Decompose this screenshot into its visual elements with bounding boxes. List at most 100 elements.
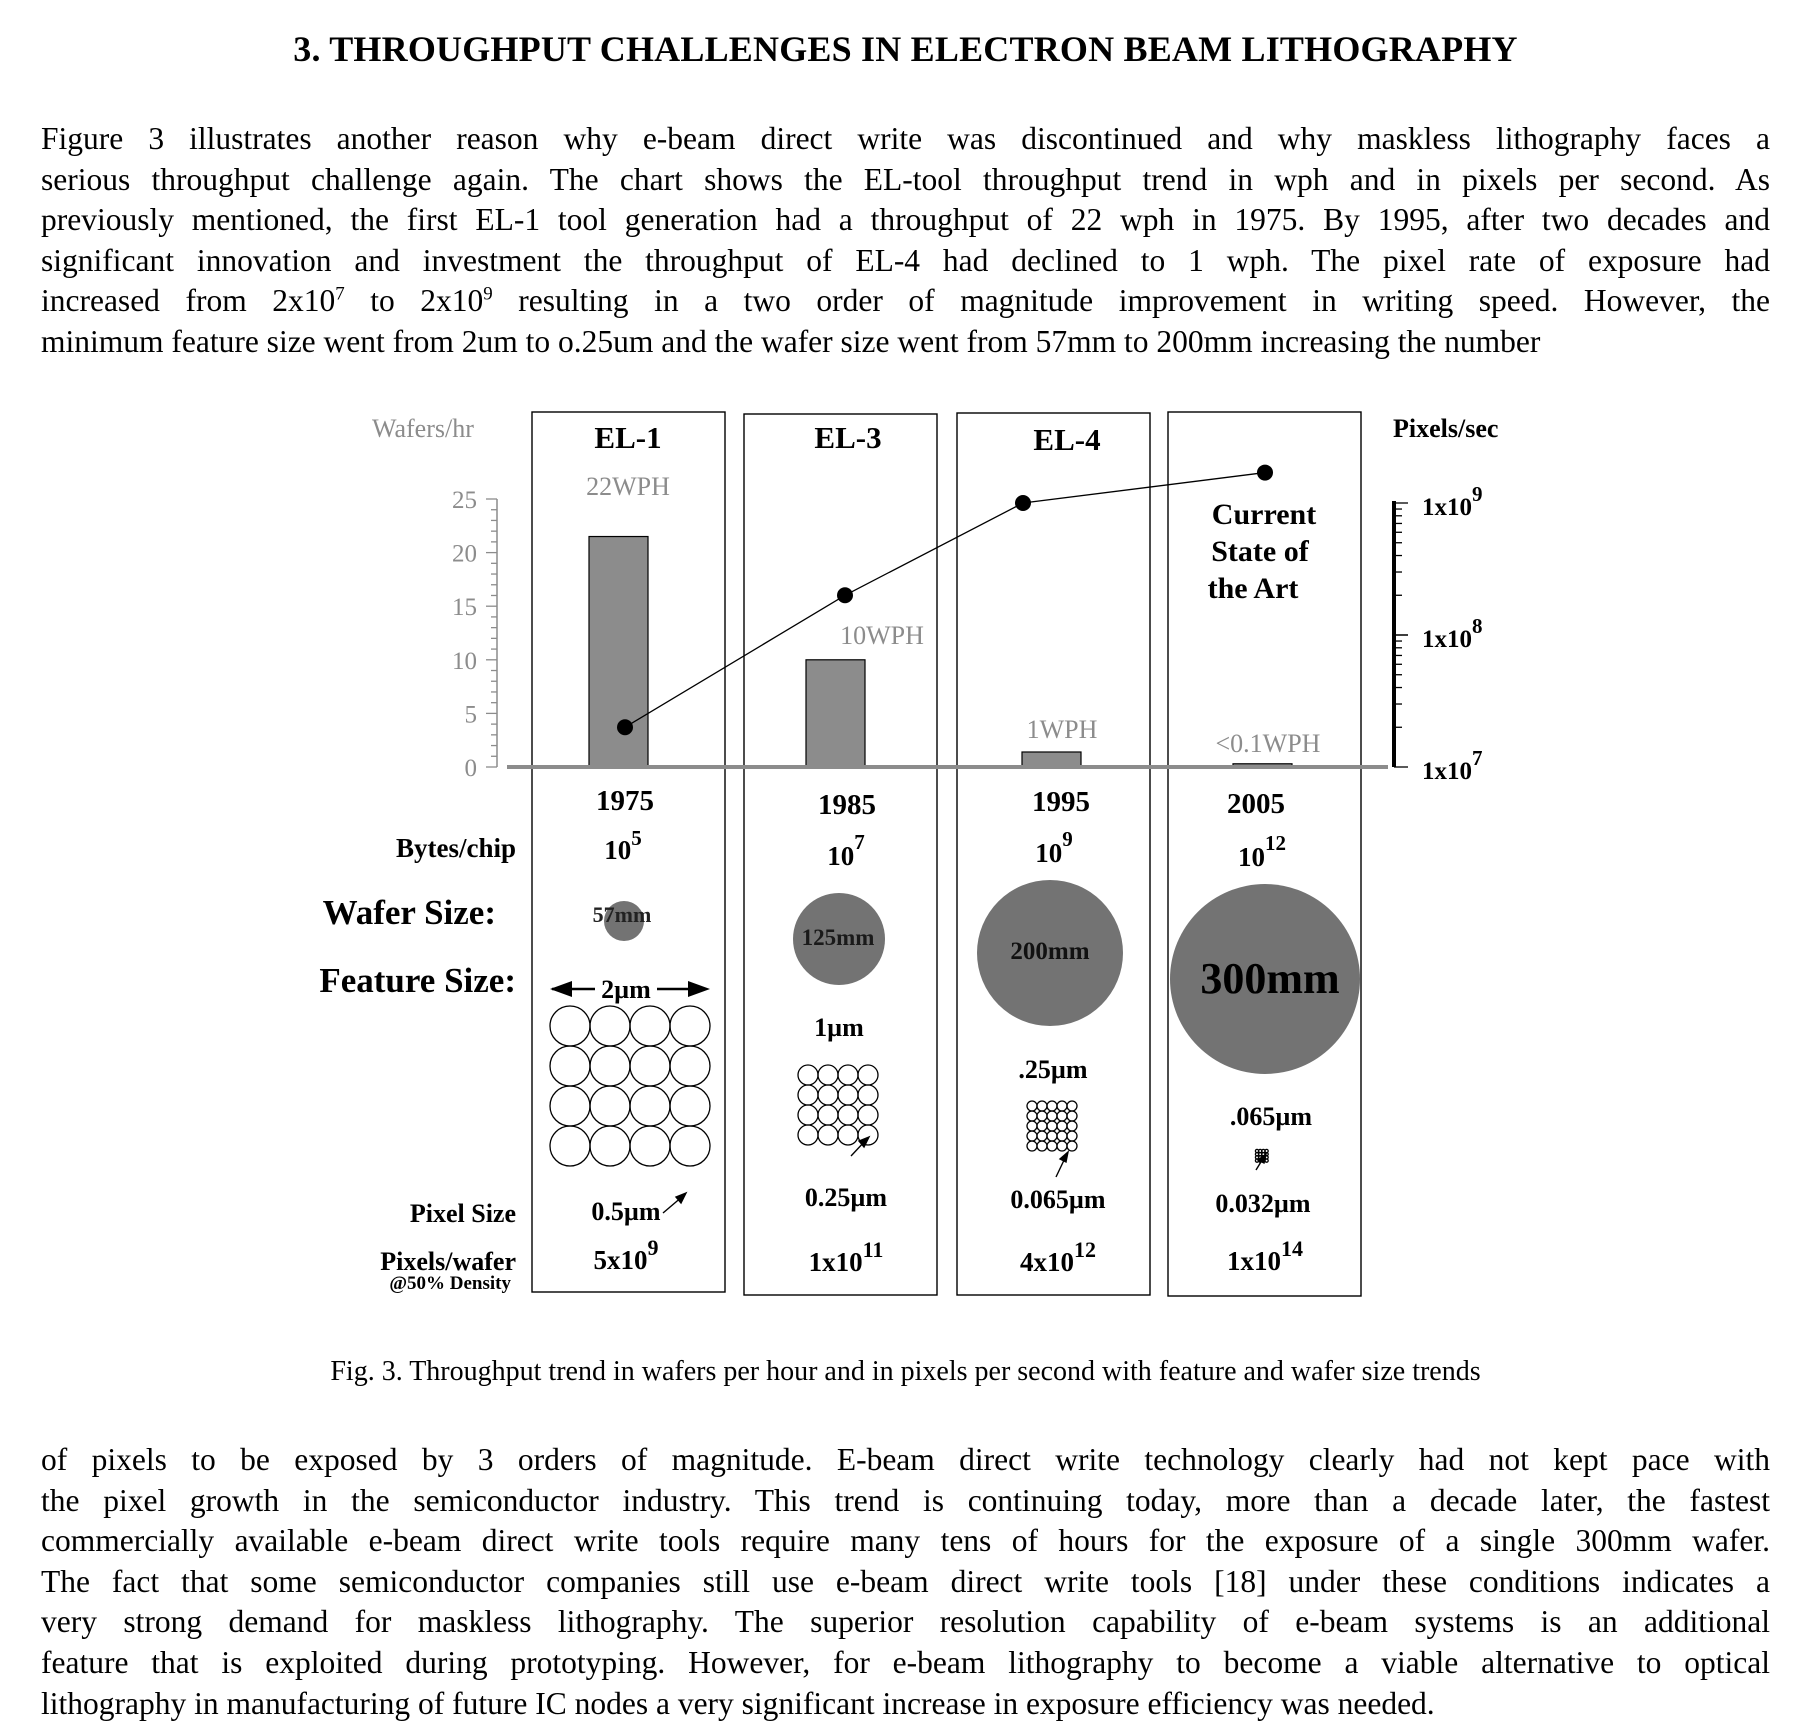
wph-label: 22WPH bbox=[586, 472, 670, 501]
pixel-size-values: 0.5µm 0.25µm 0.065µm 0.032µm bbox=[591, 1183, 1310, 1226]
column-frame-el1 bbox=[531, 411, 726, 1293]
pixel-rate-polyline bbox=[624, 471, 1266, 728]
wafer-57mm bbox=[604, 901, 644, 941]
pixel-circle-0065um bbox=[1036, 1120, 1048, 1132]
throughput-bar bbox=[805, 659, 866, 768]
feature-arrow bbox=[550, 981, 710, 997]
text-fragment: resulting in a two order of magnitude im… bbox=[492, 283, 1771, 319]
pixels-wafer-values: 5x109 1x1011 4x1012 1x1014 bbox=[594, 1235, 1304, 1277]
pixel-circle-0065um bbox=[1066, 1100, 1078, 1112]
row-labels: Bytes/chip Wafer Size: Feature Size: Pix… bbox=[319, 833, 516, 1294]
year-label: 1975 bbox=[596, 785, 654, 817]
bytes-chip-value: 105 bbox=[604, 826, 642, 865]
bytes-chip-values: 105 107 109 1012 bbox=[604, 826, 1286, 872]
pixel-circle-0065um bbox=[1046, 1130, 1058, 1142]
pixel-circle-05um bbox=[589, 1045, 631, 1087]
pixel-circle-025um bbox=[837, 1104, 859, 1126]
pixel-circle-025um bbox=[857, 1104, 879, 1126]
wafer-label: 57mm bbox=[593, 902, 652, 927]
note-line: State of bbox=[1211, 535, 1309, 568]
pixel-circle-0065um bbox=[1026, 1110, 1038, 1122]
feature-size-values: 2µm 1µm .25µm .065µm bbox=[601, 975, 1312, 1131]
bytes-chip-value: 107 bbox=[827, 830, 865, 871]
pixel-circle-0065um bbox=[1026, 1100, 1038, 1112]
left-tick-label: 25 bbox=[452, 487, 477, 514]
throughput-bar bbox=[588, 535, 649, 768]
pixel-circle-025um bbox=[797, 1084, 819, 1106]
pixels-wafer-value: 4x1012 bbox=[1020, 1237, 1096, 1277]
pixel-circle-025um bbox=[837, 1084, 859, 1106]
paragraph-line: serious throughput challenge again. The … bbox=[41, 161, 1770, 197]
left-axis: 25 20 15 10 5 0 bbox=[452, 487, 498, 782]
feature-size-value: 1µm bbox=[814, 1013, 864, 1042]
pixel-circle-05um bbox=[549, 1125, 591, 1167]
paragraph-line: previously mentioned, the first EL-1 too… bbox=[41, 202, 1770, 238]
pixel-circle-025um bbox=[837, 1064, 859, 1086]
figure-caption: Fig. 3. Throughput trend in wafers per h… bbox=[330, 1356, 1481, 1387]
left-tick-label: 15 bbox=[452, 594, 477, 621]
wafer-label: 300mm bbox=[1200, 954, 1339, 1003]
paragraph-line: very strong demand for maskless lithogra… bbox=[41, 1604, 1770, 1640]
right-tick-label: 1x108 bbox=[1422, 614, 1483, 653]
intro-paragraph: Figure 3 illustrates another reason why … bbox=[41, 119, 1770, 363]
pixel-circle-05um bbox=[629, 1085, 671, 1127]
pixel-circle-05um bbox=[549, 1045, 591, 1087]
density-note: @50% Density bbox=[389, 1273, 511, 1294]
left-tick-label: 5 bbox=[465, 701, 478, 728]
year-label: 1985 bbox=[818, 789, 876, 821]
pixel-circle-0065um bbox=[1056, 1130, 1068, 1142]
pixel-circle-0065um bbox=[1056, 1110, 1068, 1122]
pixel-rate-point bbox=[1257, 464, 1273, 481]
pixel-size-value: 0.25µm bbox=[805, 1183, 887, 1212]
pixel-circle-05um bbox=[589, 1085, 631, 1127]
feature-size-label: Feature Size: bbox=[319, 961, 516, 1000]
wafer-200mm bbox=[977, 880, 1123, 1026]
paragraph-line: lithography in manufacturing of future I… bbox=[41, 1685, 1435, 1721]
pixel-circle-025um bbox=[857, 1084, 879, 1106]
pixels-wafer-label: Pixels/wafer bbox=[380, 1247, 516, 1276]
pixel-circle-025um bbox=[797, 1104, 819, 1126]
pixel-circle-025um bbox=[817, 1064, 839, 1086]
pixel-pointers bbox=[662, 1135, 1268, 1214]
pixel-circle-0065um bbox=[1046, 1110, 1058, 1122]
pixel-circle-05um bbox=[669, 1085, 711, 1127]
pixel-circle-025um bbox=[837, 1124, 859, 1146]
pixel-circle-05um bbox=[589, 1005, 631, 1047]
wafer-125mm bbox=[793, 893, 885, 985]
pixel-circle-0065um bbox=[1026, 1120, 1038, 1132]
note-line: Current bbox=[1212, 498, 1316, 531]
left-axis-title: Wafers/hr bbox=[372, 414, 474, 443]
throughput-bar bbox=[1021, 751, 1082, 768]
superscript: 7 bbox=[335, 283, 345, 305]
paragraph-line: the pixel growth in the semiconductor in… bbox=[41, 1482, 1770, 1518]
pixel-circle-0065um bbox=[1066, 1130, 1078, 1142]
superscript: 9 bbox=[483, 283, 493, 305]
pixel-size-value: 0.032µm bbox=[1215, 1189, 1310, 1218]
pixel-circle-0065um bbox=[1036, 1130, 1048, 1142]
left-tick-label: 10 bbox=[452, 648, 477, 675]
pixel-circle-0065um bbox=[1046, 1100, 1058, 1112]
pixels-wafer-value: 1x1014 bbox=[1227, 1236, 1303, 1276]
note-line: the Art bbox=[1208, 572, 1299, 605]
pixel-circle-05um bbox=[589, 1125, 631, 1167]
state-of-art-note: Current State of the Art bbox=[1208, 498, 1317, 605]
pixel-circle-05um bbox=[629, 1005, 671, 1047]
right-tick-label: 1x107 bbox=[1422, 746, 1483, 785]
wafer-circles bbox=[604, 880, 1360, 1074]
wafer-label: 125mm bbox=[802, 925, 875, 950]
pixel-circle-0065um bbox=[1046, 1140, 1058, 1152]
column-frame-2005 bbox=[1167, 411, 1362, 1297]
pixel-circle-0065um bbox=[1026, 1130, 1038, 1142]
pixel-circle-025um bbox=[797, 1124, 819, 1146]
wafer-size-label: Wafer Size: bbox=[323, 893, 496, 932]
tool-name-el1: EL-1 bbox=[594, 420, 661, 455]
column-frame-el4 bbox=[956, 412, 1151, 1296]
paragraph-line: increased from 2x107 to 2x109 resulting … bbox=[41, 281, 1770, 322]
pixel-circle-05um bbox=[669, 1125, 711, 1167]
pixel-circle-025um bbox=[857, 1124, 879, 1146]
body-paragraph: of pixels to be exposed by 3 orders of m… bbox=[41, 1440, 1770, 1724]
tool-name-el4: EL-4 bbox=[1033, 422, 1100, 457]
year-label: 1995 bbox=[1032, 786, 1090, 818]
paragraph-line: minimum feature size went from 2um to o.… bbox=[41, 323, 1541, 359]
right-tick-label: 1x109 bbox=[1422, 482, 1483, 521]
